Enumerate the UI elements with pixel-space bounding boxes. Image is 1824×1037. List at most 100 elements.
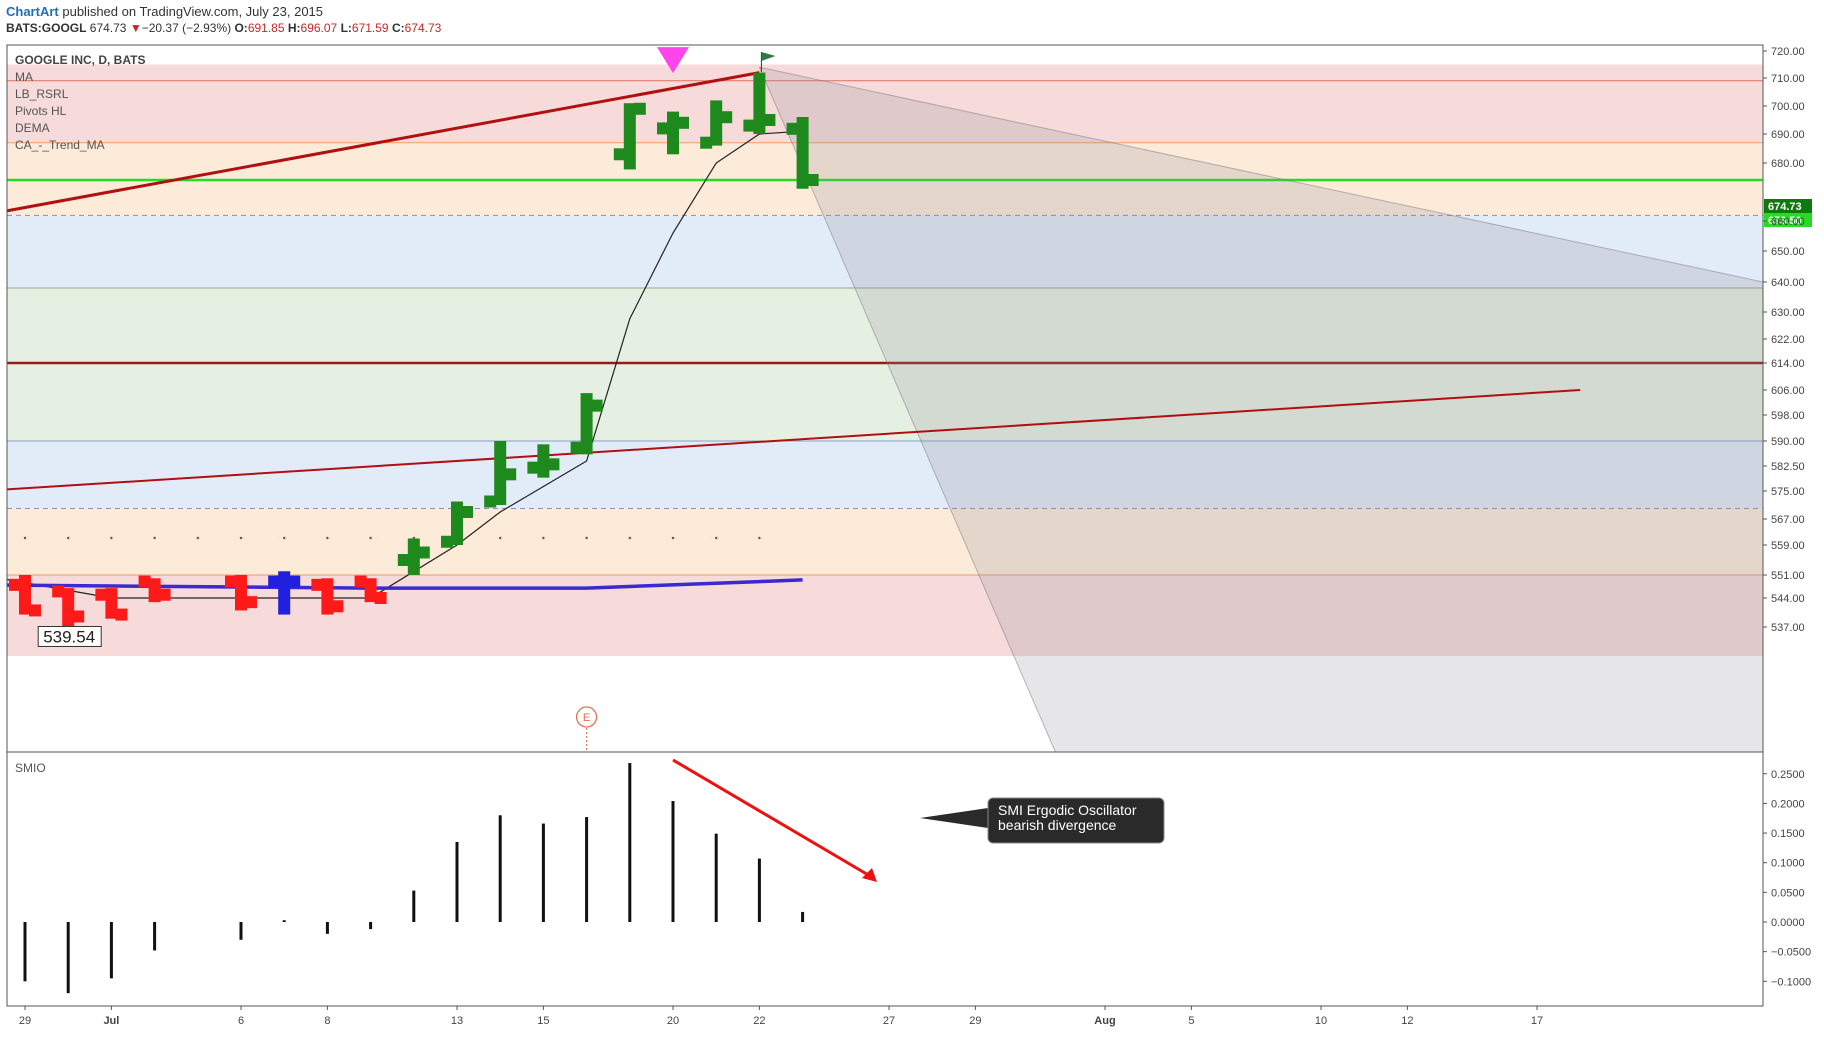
- smio-histogram: [23, 758, 877, 994]
- oscillator-name[interactable]: SMIO: [15, 761, 46, 775]
- price-tick-18: 567.00: [1771, 514, 1805, 526]
- legend-item-pivots-hl[interactable]: Pivots HL: [15, 104, 67, 118]
- ohlc-bar-open-4: [225, 575, 237, 588]
- ohlc-bar-close-11: [547, 458, 560, 471]
- date-tick-5: 15: [537, 1015, 549, 1027]
- callout-pointer: [920, 808, 988, 828]
- ohlc-bar-body-12: [580, 393, 593, 455]
- ohlc-bar-9: [441, 501, 473, 548]
- price-tick-9: 640.00: [1771, 277, 1805, 289]
- oscillator-axis[interactable]: 0.2500 0.2000 0.1500 0.1000 0.0500 0.0000 −0.0…: [1763, 769, 1811, 989]
- pivot-zones: [7, 64, 1763, 656]
- ohlc-bar-open-3: [138, 575, 151, 588]
- ohlc-bar-open-0: [9, 578, 21, 591]
- ohlc-bar-open-13: [613, 148, 626, 161]
- ohlc-bar-body-11: [537, 444, 550, 478]
- legend-item-lb-rsrl[interactable]: LB_RSRL: [15, 87, 69, 101]
- ohlc-bar-open-5: [268, 575, 281, 588]
- ohlc-bar-body-5: [278, 571, 291, 615]
- price-tick-21: 544.00: [1771, 593, 1805, 605]
- date-tick-7: 22: [753, 1015, 765, 1027]
- ohlc-bar-12: [570, 393, 603, 455]
- legend-item-ma[interactable]: MA: [15, 70, 33, 84]
- ohlc-bar-close-16: [763, 114, 776, 126]
- pivot-levels: [7, 80, 1763, 576]
- change-value: −20.37 (−2.93%): [141, 21, 232, 35]
- rsrl-dot-5: [239, 536, 243, 540]
- change-down-icon: ▼: [129, 21, 142, 35]
- osc-tick-4: 0.0500: [1771, 887, 1805, 899]
- ohlc-bar-body-2: [105, 588, 118, 619]
- low-label: L:: [340, 21, 352, 35]
- ohlc-bar-body-6: [321, 578, 334, 615]
- ohlc-bar-body-10: [494, 441, 507, 505]
- smio-bar-2: [109, 922, 113, 979]
- rsrl-dot-7: [326, 536, 329, 540]
- date-tick-1: Jul: [103, 1015, 119, 1027]
- date-tick-11: 5: [1188, 1015, 1194, 1027]
- ohlc-bar-5: [268, 571, 301, 615]
- ohlc-bar-close-0: [29, 604, 41, 617]
- rsrl-dot-6: [283, 536, 286, 540]
- date-tick-12: 10: [1315, 1015, 1327, 1027]
- symbol-name: BATS:GOOGL: [6, 21, 87, 35]
- price-tick-22: 537.00: [1771, 622, 1805, 634]
- rsrl-dot-1: [67, 536, 70, 540]
- osc-tick-7: −0.1000: [1771, 976, 1811, 988]
- price-tick-13: 606.00: [1771, 385, 1805, 397]
- smio-bar-17: [801, 911, 805, 922]
- time-axis[interactable]: 29 Jul 6 8 13 15 20 22 27 29 Aug 5 10 12 17: [19, 1006, 1543, 1027]
- smio-bar-1: [66, 922, 70, 994]
- price-tick-2: 700.00: [1771, 101, 1805, 113]
- author-link[interactable]: ChartArt: [6, 4, 59, 19]
- pivot-zone-1: [7, 80, 1763, 143]
- legend-item-dema[interactable]: DEMA: [15, 121, 50, 135]
- ohlc-bar-16: [743, 72, 776, 134]
- ohlc-bar-open-17: [786, 122, 799, 135]
- rsrl-dot-3: [153, 536, 156, 540]
- callout-box: [987, 797, 1165, 844]
- smio-bar-16: [757, 858, 761, 922]
- osc-tick-2: 0.1500: [1771, 828, 1805, 840]
- trend-lines: [7, 71, 1581, 491]
- ohlc-bar-close-4: [245, 596, 257, 609]
- low-value: 671.59: [351, 21, 389, 35]
- trend-line-1: [7, 389, 1581, 491]
- osc-tick-6: −0.0500: [1771, 947, 1811, 959]
- smio-bar-0: [23, 922, 27, 982]
- date-tick-14: 17: [1531, 1015, 1543, 1027]
- date-tick-9: 29: [969, 1015, 981, 1027]
- date-tick-13: 12: [1401, 1015, 1413, 1027]
- legend-item-ca-trend-ma[interactable]: CA_-_Trend_MA: [15, 138, 105, 152]
- ohlc-bar-open-9: [441, 535, 453, 548]
- price-axis[interactable]: 720.00 710.00 700.00 690.00 680.00 674.73 673.…: [1763, 46, 1812, 634]
- date-tick-6: 20: [667, 1015, 679, 1027]
- legend-title: GOOGLE INC, D, BATS: [15, 53, 145, 67]
- date-tick-8: 27: [883, 1015, 895, 1027]
- osc-tick-0: 0.2500: [1771, 769, 1805, 781]
- callout-line-2: bearish divergence: [998, 817, 1117, 833]
- price-tick-12: 614.00: [1771, 358, 1805, 370]
- ohlc-bar-open-1: [52, 585, 65, 598]
- rsrl-dot-15: [671, 536, 675, 540]
- price-tag-bg-5: [1764, 199, 1812, 213]
- price-tag-bg-6: [1764, 213, 1812, 227]
- price-pane[interactable]: E 539.54: [0, 47, 1763, 752]
- ohlc-bar-open-14: [657, 122, 669, 135]
- ohlc-bar-body-13: [623, 103, 636, 170]
- last-price: 674.73: [89, 21, 127, 35]
- high-value: 696.07: [300, 21, 338, 35]
- ohlc-bar-body-17: [796, 117, 809, 189]
- ohlc-bars: [9, 72, 819, 627]
- smio-bar-8: [412, 890, 416, 922]
- smio-bar-6: [325, 922, 329, 934]
- pivot-zone-4: [7, 288, 1763, 441]
- chart-legend: GOOGLE INC, D, BATS MA LB_RSRL Pivots HL…: [15, 53, 145, 775]
- price-tick-10: 630.00: [1771, 307, 1805, 319]
- ohlc-bar-body-4: [235, 575, 247, 611]
- oscillator-pane[interactable]: [23, 758, 878, 994]
- rsrl-dot-12: [542, 536, 545, 540]
- rsrl-dot-16: [715, 536, 718, 540]
- rsrl-dot-0: [23, 536, 27, 540]
